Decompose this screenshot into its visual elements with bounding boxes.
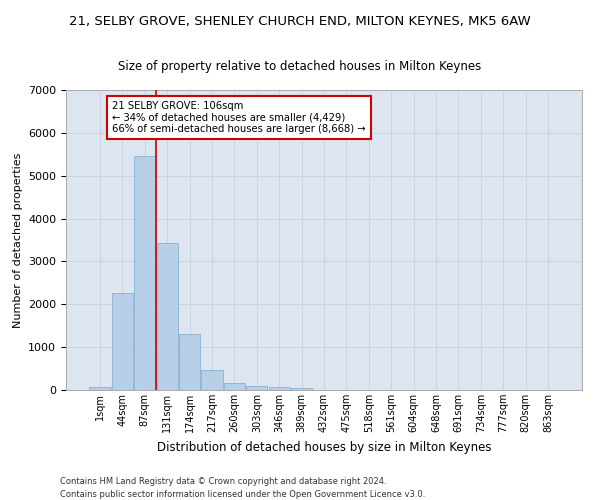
Text: Contains public sector information licensed under the Open Government Licence v3: Contains public sector information licen… bbox=[60, 490, 425, 499]
Bar bbox=[224, 383, 245, 390]
Bar bbox=[291, 388, 312, 390]
Bar bbox=[179, 334, 200, 390]
Text: 21, SELBY GROVE, SHENLEY CHURCH END, MILTON KEYNES, MK5 6AW: 21, SELBY GROVE, SHENLEY CHURCH END, MIL… bbox=[69, 15, 531, 28]
X-axis label: Distribution of detached houses by size in Milton Keynes: Distribution of detached houses by size … bbox=[157, 440, 491, 454]
Bar bbox=[89, 387, 111, 390]
Bar bbox=[157, 242, 178, 390]
Bar bbox=[134, 156, 155, 390]
Text: Size of property relative to detached houses in Milton Keynes: Size of property relative to detached ho… bbox=[118, 60, 482, 73]
Y-axis label: Number of detached properties: Number of detached properties bbox=[13, 152, 23, 328]
Bar bbox=[202, 370, 223, 390]
Bar bbox=[246, 386, 268, 390]
Bar bbox=[269, 387, 290, 390]
Text: Contains HM Land Registry data © Crown copyright and database right 2024.: Contains HM Land Registry data © Crown c… bbox=[60, 478, 386, 486]
Text: 21 SELBY GROVE: 106sqm
← 34% of detached houses are smaller (4,429)
66% of semi-: 21 SELBY GROVE: 106sqm ← 34% of detached… bbox=[112, 100, 366, 134]
Bar bbox=[112, 292, 133, 390]
